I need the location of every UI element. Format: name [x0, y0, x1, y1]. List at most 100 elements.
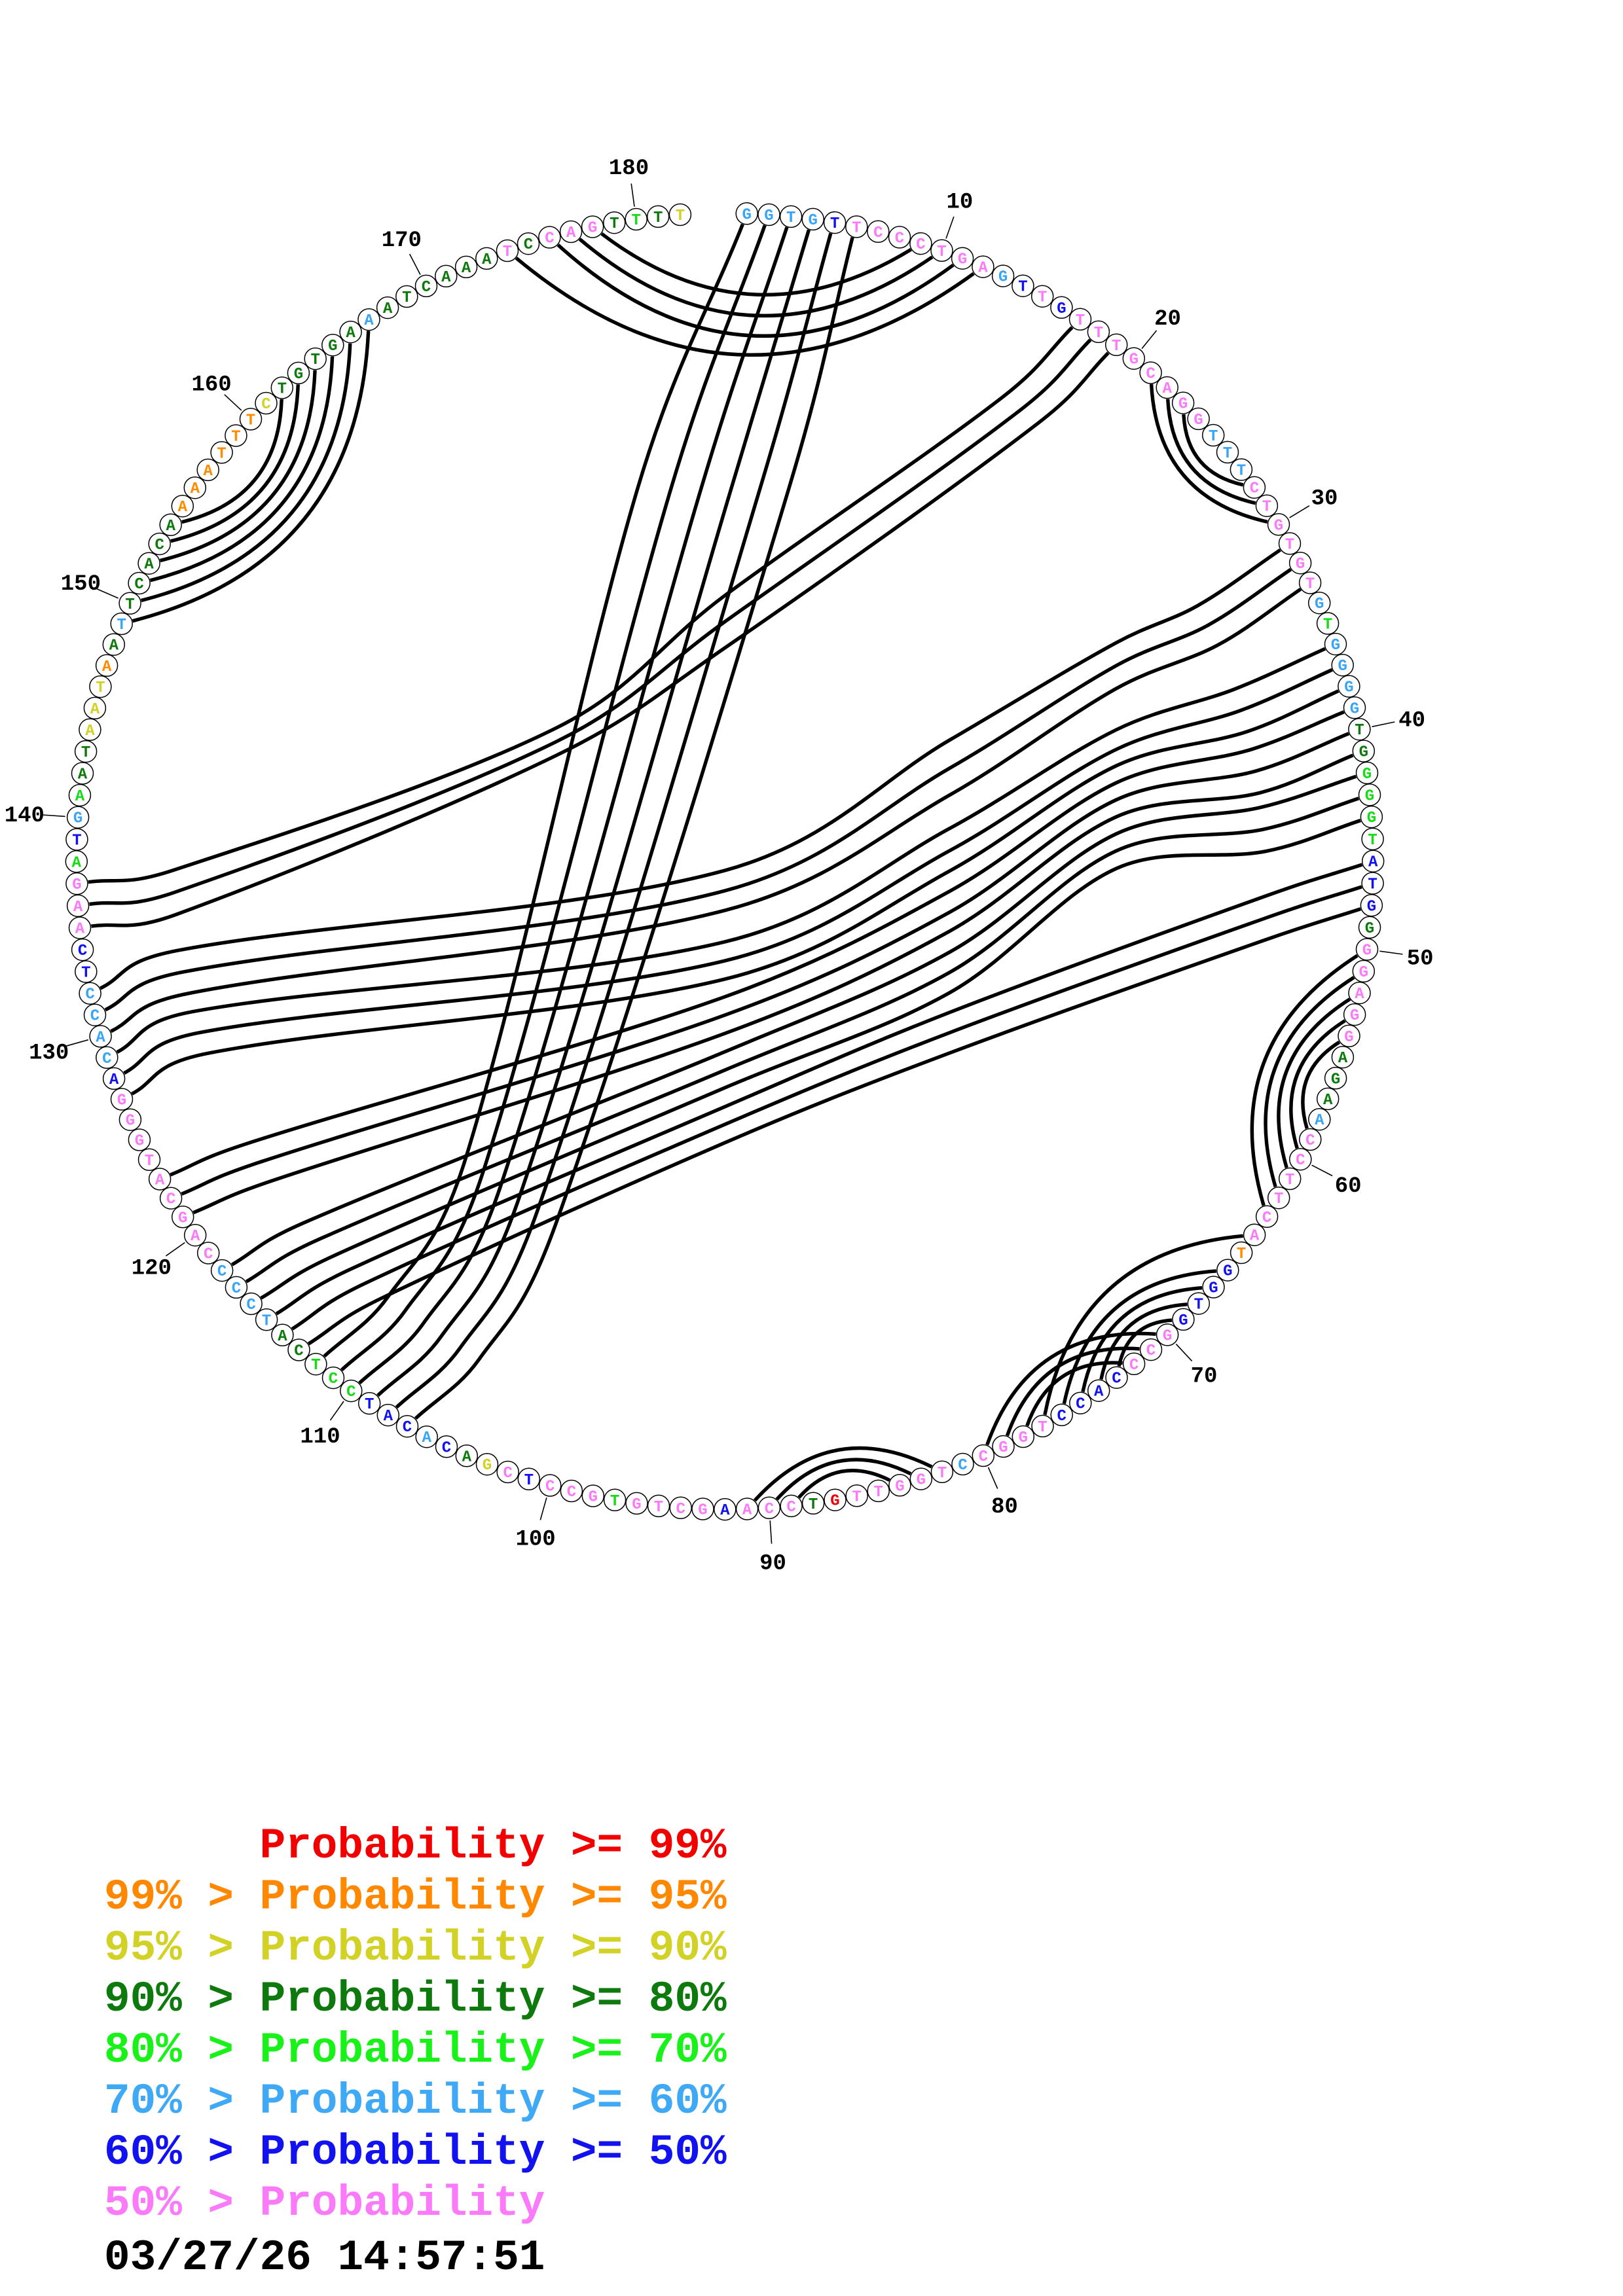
- svg-text:C: C: [503, 1465, 512, 1482]
- svg-text:T: T: [830, 215, 839, 233]
- svg-text:T: T: [81, 744, 90, 762]
- svg-text:T: T: [610, 1493, 619, 1511]
- svg-text:T: T: [1305, 576, 1315, 594]
- svg-text:C: C: [1129, 1357, 1139, 1374]
- svg-text:30: 30: [1311, 487, 1338, 512]
- svg-text:C: C: [422, 279, 431, 296]
- svg-text:C: C: [545, 230, 554, 248]
- svg-text:T: T: [1368, 876, 1377, 894]
- svg-text:C: C: [895, 230, 904, 247]
- svg-text:G: G: [1362, 766, 1372, 783]
- svg-text:A: A: [742, 1502, 752, 1520]
- svg-text:A: A: [462, 260, 471, 278]
- svg-text:A: A: [155, 1172, 165, 1190]
- svg-text:C: C: [979, 1448, 988, 1466]
- svg-text:T: T: [1194, 1297, 1203, 1314]
- svg-text:A: A: [109, 1071, 119, 1089]
- svg-text:G: G: [830, 1493, 839, 1511]
- svg-text:A: A: [422, 1429, 431, 1447]
- svg-text:A: A: [1315, 1112, 1324, 1130]
- svg-text:20: 20: [1154, 307, 1181, 332]
- svg-text:T: T: [125, 596, 134, 614]
- svg-text:C: C: [916, 236, 925, 254]
- svg-text:C: C: [765, 1501, 774, 1518]
- svg-text:A: A: [566, 224, 576, 242]
- svg-text:G: G: [73, 810, 82, 828]
- svg-text:T: T: [610, 215, 619, 233]
- svg-text:T: T: [81, 965, 90, 982]
- svg-text:C: C: [1057, 1408, 1066, 1426]
- svg-text:A: A: [96, 1029, 105, 1047]
- svg-text:G: G: [1365, 787, 1374, 805]
- svg-text:T: T: [786, 209, 795, 227]
- svg-text:50% > Probability: 50% > Probability: [104, 2179, 545, 2228]
- svg-text:T: T: [852, 1488, 861, 1506]
- svg-text:60% > Probability >= 50%: 60% > Probability >= 50%: [104, 2128, 727, 2177]
- svg-text:G: G: [1367, 810, 1376, 827]
- svg-text:T: T: [653, 209, 663, 227]
- svg-text:G: G: [589, 1489, 598, 1507]
- svg-text:G: G: [1359, 744, 1368, 762]
- svg-text:50: 50: [1407, 947, 1434, 972]
- svg-text:A: A: [191, 480, 200, 498]
- svg-text:G: G: [998, 269, 1008, 287]
- svg-text:G: G: [1344, 679, 1353, 697]
- svg-text:C: C: [873, 224, 883, 242]
- svg-text:80: 80: [991, 1495, 1018, 1520]
- svg-text:A: A: [191, 1228, 200, 1246]
- svg-text:T: T: [310, 351, 319, 369]
- svg-text:T: T: [1274, 1191, 1283, 1208]
- svg-text:C: C: [246, 1297, 255, 1314]
- svg-text:T: T: [1094, 325, 1103, 342]
- svg-text:T: T: [654, 1499, 663, 1516]
- svg-text:T: T: [938, 1465, 947, 1482]
- svg-text:C: C: [567, 1484, 576, 1501]
- svg-text:G: G: [1331, 1071, 1340, 1088]
- svg-text:C: C: [1262, 1210, 1271, 1227]
- svg-text:70% > Probability >= 60%: 70% > Probability >= 60%: [104, 2077, 727, 2126]
- svg-text:T: T: [72, 833, 81, 850]
- svg-text:A: A: [72, 854, 82, 872]
- svg-text:T: T: [311, 1357, 320, 1374]
- svg-text:C: C: [346, 1384, 356, 1401]
- svg-text:100: 100: [515, 1527, 555, 1552]
- svg-text:C: C: [166, 1191, 175, 1209]
- svg-text:G: G: [588, 220, 597, 238]
- svg-text:G: G: [1178, 396, 1188, 414]
- svg-text:C: C: [958, 1457, 967, 1475]
- svg-text:70: 70: [1191, 1364, 1218, 1389]
- svg-text:G: G: [1362, 942, 1372, 960]
- svg-text:G: G: [1338, 658, 1347, 675]
- svg-text:A: A: [73, 899, 83, 916]
- svg-text:T: T: [1323, 617, 1332, 634]
- svg-text:G: G: [917, 1472, 926, 1490]
- svg-text:G: G: [1315, 596, 1324, 613]
- svg-text:A: A: [1368, 854, 1378, 872]
- svg-text:G: G: [1163, 1327, 1172, 1345]
- svg-text:T: T: [1262, 499, 1271, 516]
- svg-text:T: T: [96, 679, 105, 697]
- svg-text:G: G: [698, 1502, 707, 1520]
- svg-text:A: A: [1250, 1228, 1260, 1246]
- svg-text:A: A: [78, 766, 88, 784]
- svg-text:A: A: [346, 325, 356, 342]
- svg-text:110: 110: [300, 1425, 340, 1450]
- svg-text:C: C: [1250, 480, 1259, 498]
- svg-text:99% > Probability >= 95%: 99% > Probability >= 95%: [104, 1873, 727, 1922]
- svg-text:10: 10: [946, 190, 973, 215]
- svg-text:A: A: [364, 312, 374, 330]
- svg-text:G: G: [1359, 964, 1368, 982]
- svg-text:G: G: [808, 212, 817, 230]
- svg-text:G: G: [117, 1092, 126, 1110]
- svg-text:G: G: [1350, 700, 1359, 718]
- svg-text:180: 180: [609, 156, 649, 181]
- svg-text:A: A: [75, 921, 85, 939]
- svg-text:T: T: [1237, 463, 1246, 480]
- svg-text:C: C: [1076, 1396, 1085, 1414]
- svg-text:C: C: [78, 942, 87, 960]
- svg-text:T: T: [231, 429, 240, 446]
- svg-text:G: G: [958, 251, 967, 269]
- svg-text:A: A: [978, 260, 988, 278]
- svg-text:C: C: [217, 1263, 227, 1281]
- svg-text:A: A: [102, 658, 112, 676]
